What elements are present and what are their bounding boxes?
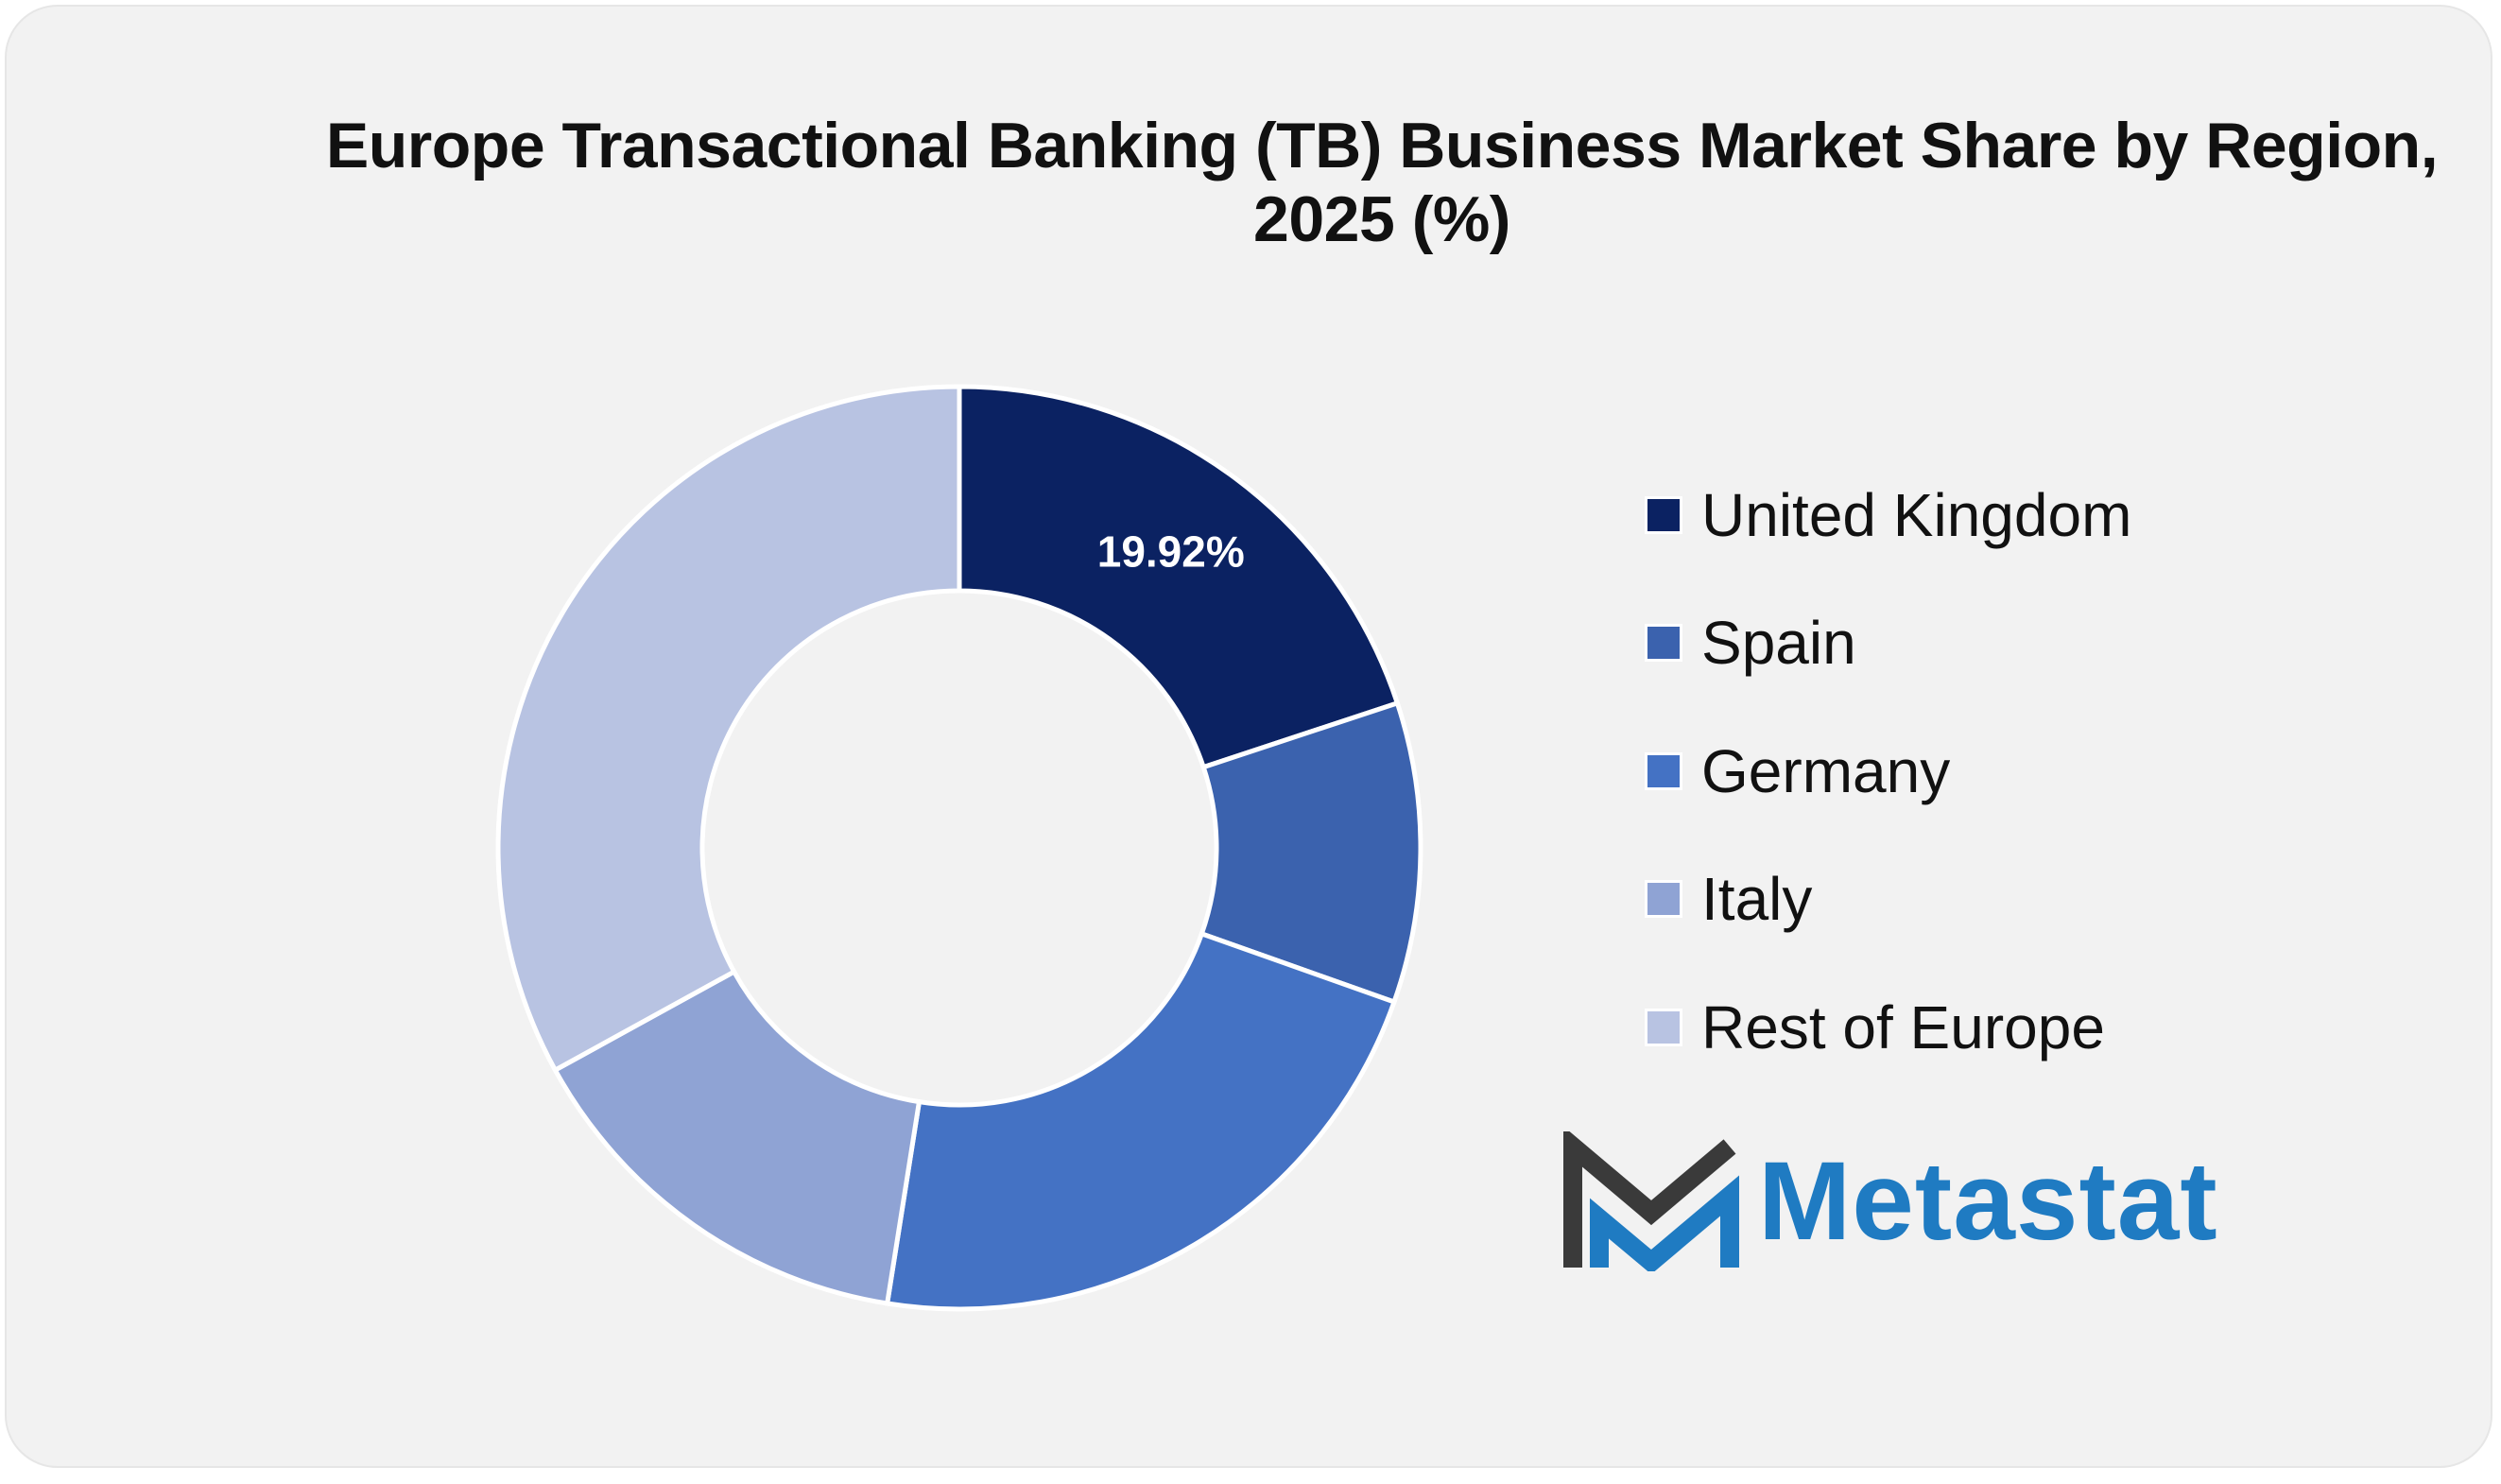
legend-item-germany: Germany [1645, 707, 2131, 836]
legend-label: United Kingdom [1701, 480, 2132, 549]
legend-swatch [1645, 880, 1682, 919]
chart-title: Europe Transactional Banking (TB) Busine… [325, 110, 2439, 255]
legend-label: Germany [1701, 736, 1951, 805]
legend-label: Rest of Europe [1701, 992, 2105, 1061]
legend-item-italy: Italy [1645, 836, 2131, 964]
slice-united-kingdom [957, 384, 1401, 770]
legend-label: Spain [1701, 609, 1856, 678]
legend-swatch [1645, 1008, 1682, 1046]
slice-germany [884, 930, 1398, 1312]
legend-item-united-kingdom: United Kingdom [1645, 451, 2131, 579]
legend-item-spain: Spain [1645, 579, 2131, 708]
metastat-logo: Metastat [1561, 1131, 2218, 1271]
donut-chart: 19.92% [495, 384, 1423, 1312]
chart-card: Europe Transactional Banking (TB) Busine… [5, 5, 2492, 1468]
chart-legend: United Kingdom Spain Germany Italy Rest of E… [1645, 451, 2131, 1092]
metastat-m-logo-icon [1563, 1131, 1739, 1271]
legend-swatch [1645, 495, 1682, 534]
slice-rest-of-europe [495, 384, 962, 1074]
legend-label: Italy [1701, 865, 1813, 934]
legend-swatch [1645, 624, 1682, 663]
slice-italy [551, 968, 923, 1306]
data-label-united-kingdom: 19.92% [1097, 527, 1245, 577]
logo-text: Metastat [1758, 1139, 2218, 1264]
legend-swatch [1645, 751, 1682, 790]
legend-item-rest-of-europe: Rest of Europe [1645, 963, 2131, 1092]
